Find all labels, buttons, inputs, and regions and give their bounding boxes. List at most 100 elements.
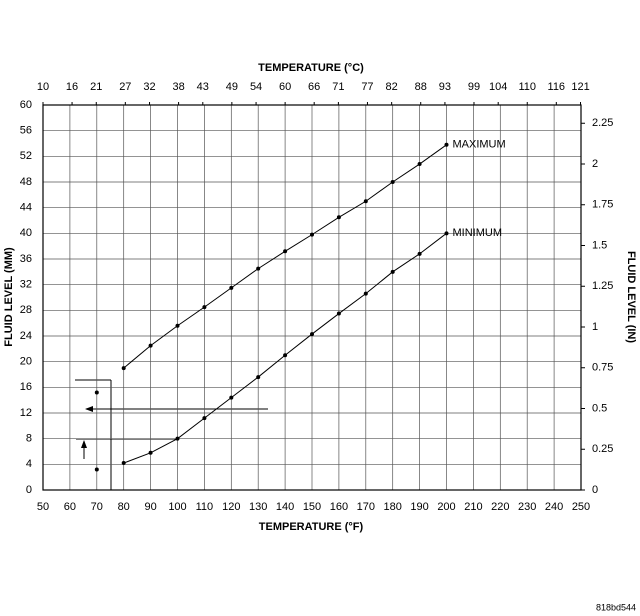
y2-tick-label: 0.75 [592,362,613,374]
x-tick-label: 150 [303,501,321,513]
y2-tick-label: 1.25 [592,280,613,292]
top-tick-label: 110 [518,81,536,93]
point [310,232,314,237]
y-tick-label: 44 [20,202,32,214]
point [121,366,126,371]
x-tick-label: 80 [118,501,130,513]
top-tick-label: 32 [143,81,155,93]
y-tick-label: 28 [20,304,32,316]
y2-tick-label: 1.75 [592,199,613,211]
y-tick-label: 8 [26,433,32,445]
y-tick-label: 12 [20,407,32,419]
y-tick-label: 20 [20,356,32,368]
y-tick-label: 60 [20,99,32,111]
point [121,461,126,466]
point [229,395,234,400]
point [363,291,368,296]
series-label: MINIMUM [453,227,503,239]
x-tick-label: 60 [64,501,76,513]
top-tick-label: 60 [279,81,291,93]
y-tick-label: 40 [20,227,32,239]
example-annotation [75,379,268,490]
y-axis-title: FLUID LEVEL (MM) [3,247,15,347]
top-tick-label: 77 [361,81,373,93]
point [363,199,368,204]
y2-tick-label: 0.5 [592,402,607,414]
plot-frame [42,104,582,491]
x-tick-label: 100 [168,501,186,513]
x-tick-label: 250 [572,501,590,513]
top-tick-label: 66 [308,81,320,93]
y2-tick-label: 0 [592,484,598,496]
top-tick-label: 104 [489,81,507,93]
y2-tick-label: 1 [592,321,598,333]
y2-tick-label: 2 [592,158,598,170]
y-tick-label: 48 [20,176,32,188]
point [417,251,422,256]
top-tick-label: 54 [250,81,262,93]
top-tick-label: 49 [226,81,238,93]
x-tick-label: 70 [91,501,103,513]
point [283,249,288,254]
top-tick-label: 116 [548,81,566,93]
top-tick-label: 93 [439,81,451,93]
point [175,436,180,441]
point [336,311,341,316]
x-tick-label: 220 [491,501,509,513]
y-tick-label: 16 [20,381,32,393]
point [94,390,99,395]
top-tick-label: 16 [66,81,78,93]
top-tick-label: 27 [119,81,131,93]
y2-tick-label: 2.25 [592,117,613,129]
top-tick-label: 82 [386,81,398,93]
point [390,269,395,274]
point [202,416,207,421]
y-tick-label: 32 [20,279,32,291]
x-tick-label: 200 [437,501,455,513]
top-tick-label: 99 [468,81,480,93]
point [175,323,180,328]
y2-axis-title: FLUID LEVEL (IN) [625,251,637,343]
point [417,162,422,167]
top-tick-label: 88 [415,81,427,93]
point [336,215,341,220]
figure-id: 818bd544 [596,602,636,612]
x-tick-label: 90 [144,501,156,513]
point [390,180,395,184]
point [202,305,207,310]
x-tick-label: 230 [518,501,536,513]
top-tick-label: 43 [197,81,209,93]
x-tick-label: 180 [384,501,402,513]
y-tick-label: 4 [26,458,32,470]
point [256,266,261,271]
y2-tick-label: 1.5 [592,239,607,251]
top-tick-label: 121 [571,81,589,93]
point [444,142,449,147]
y-tick-label: 36 [20,253,32,265]
point [256,375,261,380]
x-tick-label: 190 [410,501,428,513]
y-tick-label: 52 [20,150,32,162]
top-tick-label: 21 [90,81,102,93]
y-tick-label: 24 [20,330,32,342]
point [94,467,99,472]
top-tick-label: 71 [332,81,344,93]
x-tick-label: 110 [196,501,214,513]
y-tick-label: 0 [26,484,32,496]
point [229,285,234,290]
top-axis-title: TEMPERATURE (°C) [258,62,364,74]
point [283,353,288,358]
point [310,332,314,337]
x-tick-label: 170 [357,501,375,513]
x-tick-label: 50 [37,501,49,513]
series-label: MAXIMUM [453,139,506,151]
top-tick-label: 10 [37,81,49,93]
point [148,450,153,455]
x-tick-label: 160 [330,501,348,513]
point [148,343,153,348]
x-tick-label: 130 [249,501,267,513]
y-tick-label: 56 [20,125,32,137]
point [444,231,449,236]
x-tick-label: 120 [222,501,240,513]
